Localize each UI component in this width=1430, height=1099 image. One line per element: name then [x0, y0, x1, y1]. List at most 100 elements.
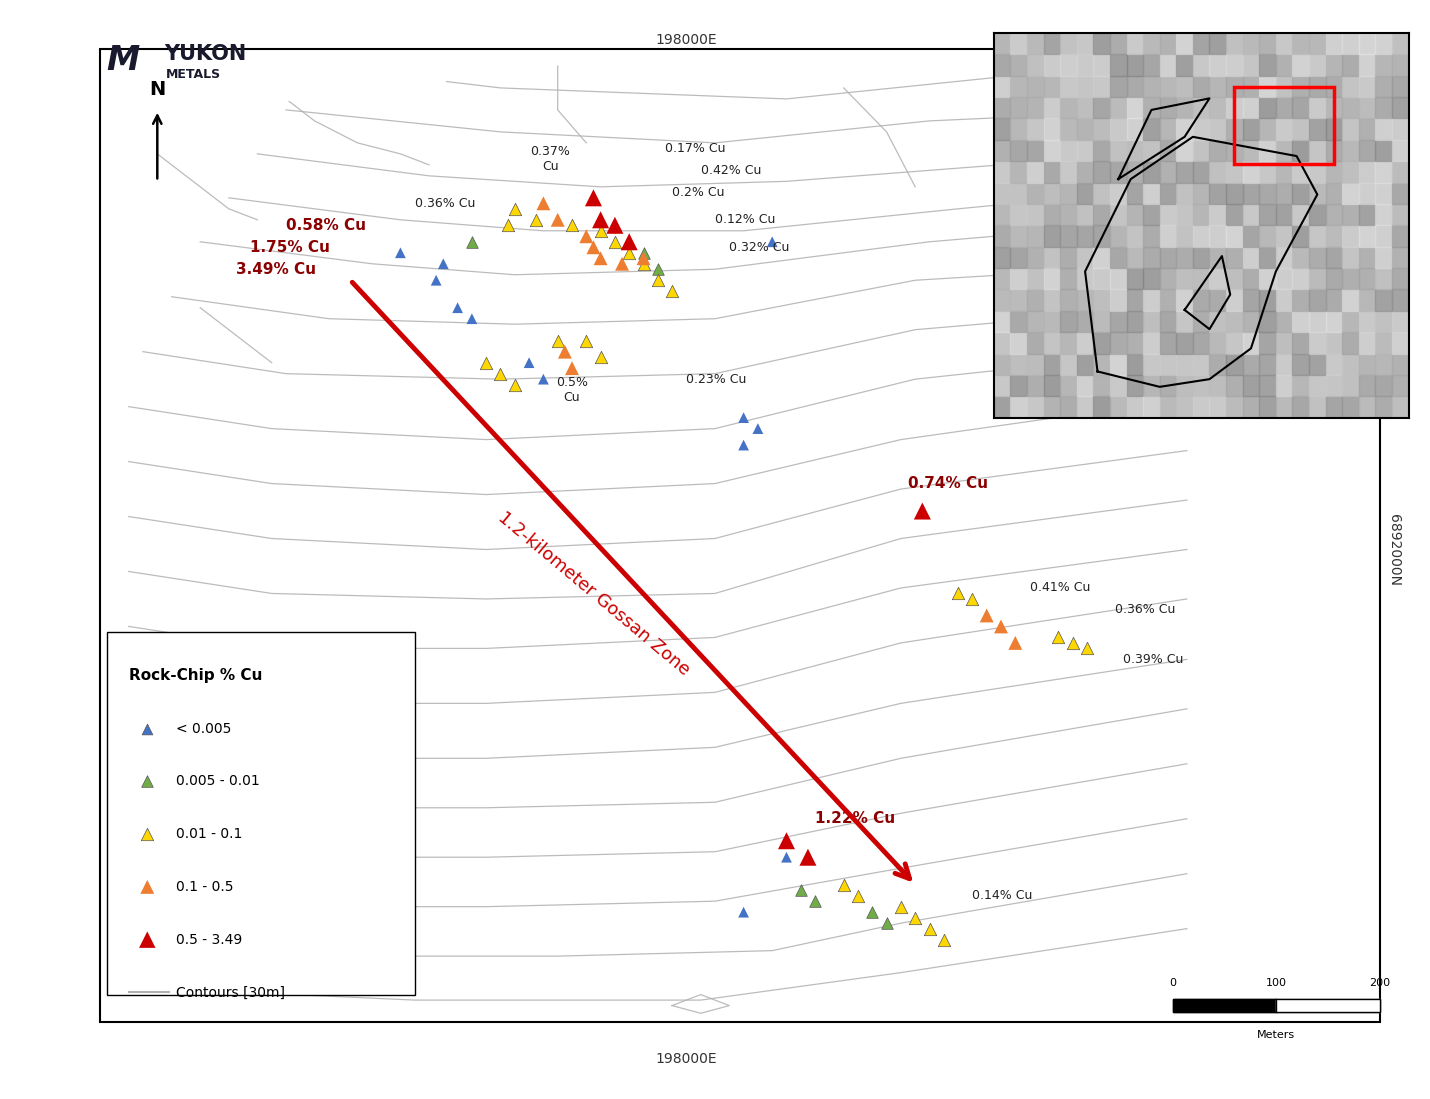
Bar: [1011, 397, 1027, 418]
Bar: [1177, 54, 1193, 76]
Bar: [1308, 119, 1326, 140]
Bar: [1110, 397, 1127, 418]
Point: [446, 299, 469, 317]
Bar: [1226, 268, 1243, 289]
Bar: [1358, 162, 1376, 182]
Bar: [1044, 182, 1060, 204]
Bar: [1044, 397, 1060, 418]
Bar: [1326, 354, 1343, 375]
Bar: [1391, 268, 1409, 289]
Bar: [1160, 119, 1177, 140]
Bar: [1044, 162, 1060, 182]
Point: [496, 217, 519, 234]
Bar: [1094, 204, 1110, 225]
Bar: [1210, 182, 1226, 204]
Bar: [1293, 140, 1308, 162]
Bar: [1160, 375, 1177, 397]
Bar: [1260, 182, 1276, 204]
Bar: [1293, 311, 1308, 332]
Point: [832, 876, 855, 893]
Bar: [1210, 119, 1226, 140]
Point: [1075, 640, 1098, 657]
Bar: [1143, 311, 1160, 332]
Bar: [1391, 354, 1409, 375]
Bar: [1343, 246, 1358, 268]
Bar: [1243, 162, 1260, 182]
Bar: [1376, 311, 1391, 332]
Bar: [1243, 182, 1260, 204]
Bar: [1308, 162, 1326, 182]
Bar: [1094, 332, 1110, 354]
Bar: [1044, 246, 1060, 268]
Bar: [1094, 289, 1110, 311]
Bar: [1326, 397, 1343, 418]
Bar: [1260, 246, 1276, 268]
Bar: [1358, 289, 1376, 311]
Point: [646, 271, 669, 289]
Bar: [1260, 375, 1276, 397]
Bar: [1260, 76, 1276, 97]
Bar: [1011, 225, 1027, 246]
Bar: [1210, 204, 1226, 225]
Bar: [1044, 54, 1060, 76]
Bar: [1011, 97, 1027, 119]
Bar: [1143, 225, 1160, 246]
Bar: [1011, 33, 1027, 54]
Point: [389, 244, 412, 262]
Bar: [1094, 76, 1110, 97]
Bar: [994, 140, 1011, 162]
Bar: [1011, 182, 1027, 204]
Bar: [1326, 76, 1343, 97]
Bar: [1226, 97, 1243, 119]
Point: [789, 881, 812, 899]
Text: 0.58% Cu: 0.58% Cu: [286, 218, 366, 233]
Bar: [1044, 33, 1060, 54]
Text: 0.74% Cu: 0.74% Cu: [908, 476, 988, 491]
Point: [489, 365, 512, 382]
Bar: [1308, 332, 1326, 354]
Text: 0.23% Cu: 0.23% Cu: [686, 373, 746, 386]
Bar: [1143, 54, 1160, 76]
Bar: [1044, 375, 1060, 397]
Bar: [1160, 162, 1177, 182]
Bar: [1143, 268, 1160, 289]
Bar: [1260, 289, 1276, 311]
Bar: [1094, 397, 1110, 418]
Bar: [107, 632, 415, 995]
Bar: [1027, 182, 1044, 204]
Bar: [1077, 268, 1094, 289]
Bar: [1060, 268, 1077, 289]
Point: [603, 217, 626, 234]
Bar: [1326, 204, 1343, 225]
Bar: [994, 397, 1011, 418]
Bar: [1243, 375, 1260, 397]
Bar: [1308, 397, 1326, 418]
Bar: [1358, 33, 1376, 54]
Bar: [1027, 375, 1044, 397]
Bar: [1243, 140, 1260, 162]
Bar: [1326, 182, 1343, 204]
Bar: [1027, 140, 1044, 162]
Bar: [1193, 76, 1210, 97]
Bar: [1011, 354, 1027, 375]
Bar: [1127, 268, 1143, 289]
Bar: [1094, 268, 1110, 289]
Bar: [1027, 246, 1044, 268]
Bar: [1127, 162, 1143, 182]
Bar: [994, 375, 1011, 397]
Bar: [1358, 204, 1376, 225]
Point: [553, 343, 576, 360]
Bar: [1293, 182, 1308, 204]
Text: 1.75% Cu: 1.75% Cu: [250, 240, 330, 255]
Bar: [1376, 54, 1391, 76]
Bar: [1226, 76, 1243, 97]
Bar: [1308, 33, 1326, 54]
Bar: [1011, 54, 1027, 76]
Bar: [1391, 182, 1409, 204]
Bar: [1160, 54, 1177, 76]
Bar: [994, 289, 1011, 311]
Bar: [1060, 33, 1077, 54]
Bar: [994, 33, 1011, 54]
Bar: [1177, 33, 1193, 54]
Bar: [1210, 225, 1226, 246]
